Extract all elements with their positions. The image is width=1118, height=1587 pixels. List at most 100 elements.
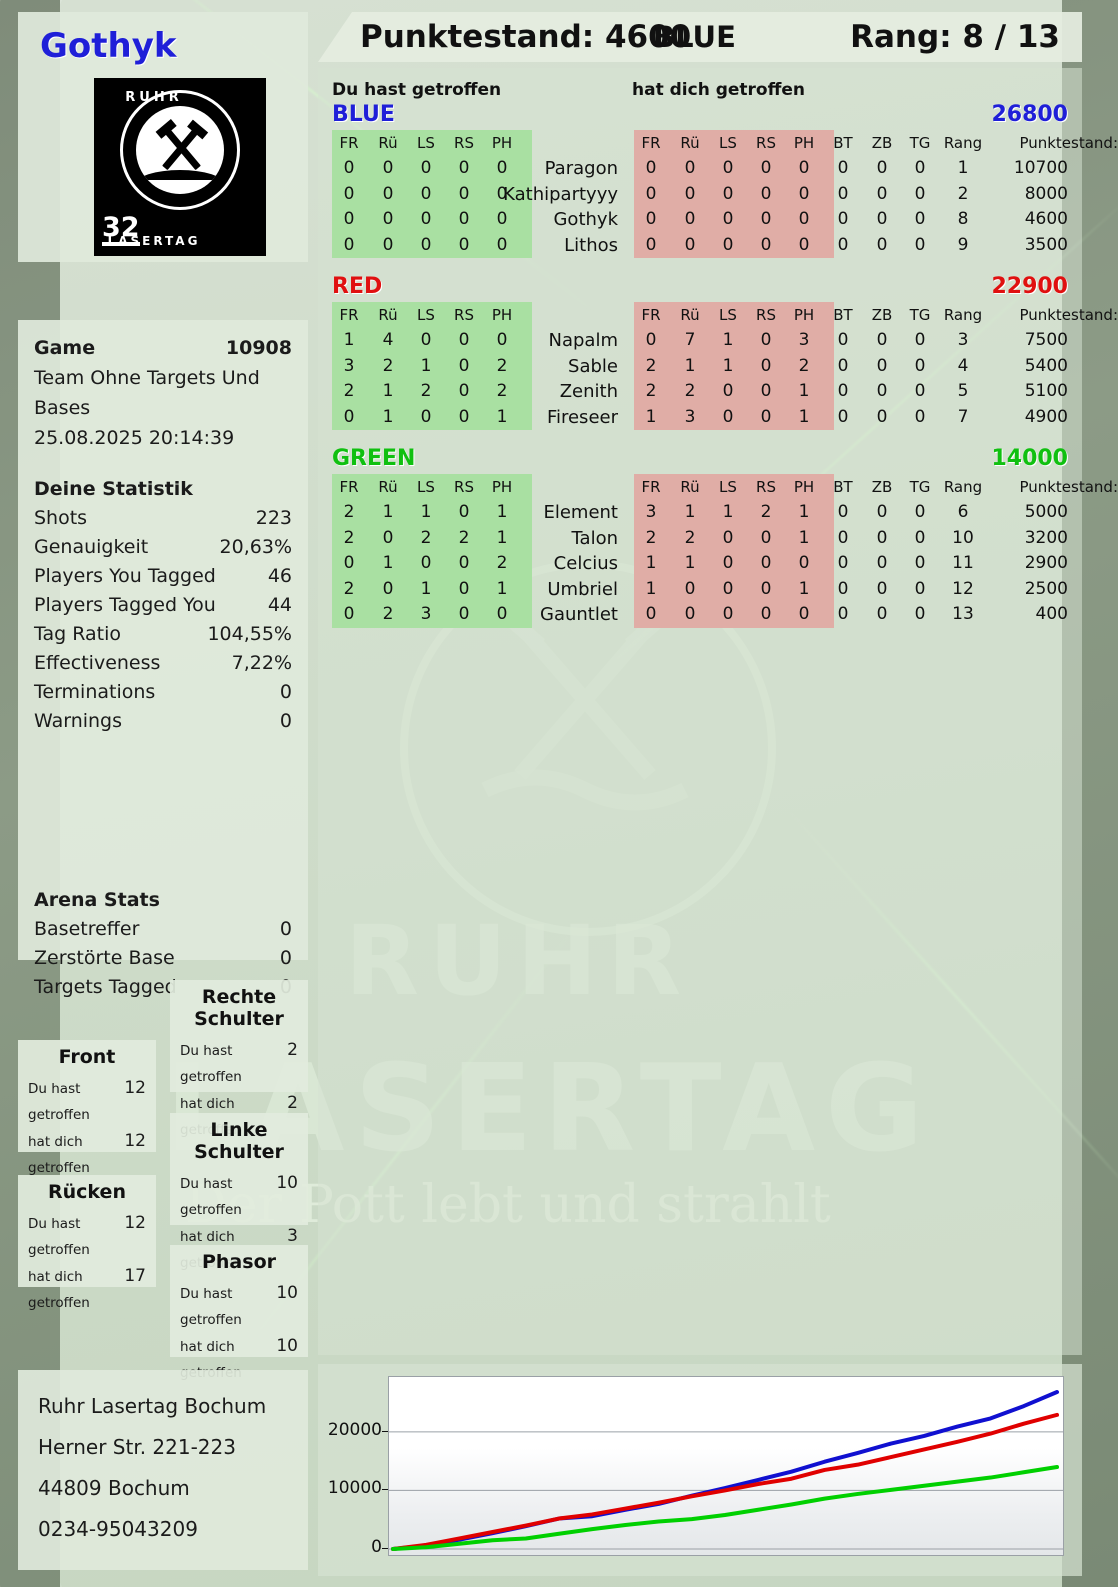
- stat-label: Genauigkeit: [34, 536, 149, 558]
- col-header: Rü: [680, 306, 700, 324]
- extra-cell: 0: [837, 381, 849, 401]
- hit-cell: 4: [382, 330, 394, 350]
- zone-hit-row: Du hast getroffen 12: [28, 1075, 146, 1128]
- hit-cell: 2: [420, 527, 432, 548]
- taken-cell: 0: [760, 158, 772, 178]
- hit-cell: 0: [458, 406, 470, 427]
- taken-cell: 0: [760, 578, 772, 599]
- score-cell: 2900: [1024, 553, 1068, 573]
- stat-row: Players Tagged You 44: [34, 591, 292, 620]
- hit-cell: 2: [343, 502, 355, 522]
- zone-title: Phasor: [201, 1251, 276, 1273]
- col-header: FR: [641, 306, 661, 324]
- taken-cell: 1: [645, 578, 657, 599]
- player-name-cell: Napalm: [548, 330, 619, 351]
- stat-label: Terminations: [34, 681, 156, 703]
- col-header: RS: [454, 478, 474, 496]
- col-header: Rü: [680, 478, 700, 496]
- score-cell: 2500: [1024, 578, 1068, 599]
- contact-line: Ruhr Lasertag Bochum: [38, 1394, 267, 1418]
- col-header: LS: [719, 478, 737, 496]
- zone-label: hat dich getroffen: [28, 1134, 90, 1176]
- stat-value: 20,63%: [219, 536, 292, 558]
- col-header: Rü: [378, 478, 398, 496]
- zone-title: Rechte Schulter: [194, 986, 284, 1030]
- stat-label: Zerstörte Base: [34, 947, 175, 969]
- zone-value: 12: [124, 1078, 146, 1098]
- game-row: Game 10908: [34, 334, 292, 363]
- hit-cell: 1: [496, 502, 508, 522]
- taken-cell: 0: [645, 330, 657, 350]
- contact-card: Ruhr Lasertag Bochum Herner Str. 221-223 4…: [18, 1370, 308, 1570]
- hit-cell: 0: [420, 209, 432, 229]
- chart-ytick-mark: [382, 1430, 388, 1432]
- player-name-cell: Fireseer: [546, 406, 618, 428]
- player-name-cell: Paragon: [544, 158, 618, 179]
- taken-cell: 3: [798, 330, 810, 350]
- avatar: RUHR LASERTAG 32: [94, 78, 266, 256]
- taken-cell: 3: [645, 502, 657, 522]
- hit-cell: 0: [343, 183, 355, 204]
- zone-value: 3: [287, 1226, 298, 1246]
- taken-cell: 0: [760, 406, 772, 427]
- contact-lines: Ruhr Lasertag Bochum Herner Str. 221-223 4…: [18, 1370, 308, 1566]
- col-header: LS: [417, 134, 435, 152]
- team-name: GREEN: [332, 446, 416, 471]
- extra-cell: 5: [957, 381, 969, 401]
- taken-cell: 0: [722, 604, 734, 624]
- zone-taken-row: hat dich getroffen 17: [28, 1263, 146, 1316]
- hit-cell: 2: [382, 604, 394, 624]
- extra-cell: 0: [837, 578, 849, 599]
- team-total: 26800: [991, 102, 1068, 127]
- taken-cell: 1: [684, 355, 696, 376]
- hit-cell: 0: [458, 234, 470, 255]
- col-header-score: Punktestand:: [1019, 134, 1118, 152]
- taken-cell: 0: [722, 578, 734, 599]
- extra-cell: 0: [914, 604, 926, 624]
- chart-ytick-label: 20000: [327, 1419, 382, 1440]
- extra-cell: 0: [876, 553, 888, 573]
- team-name: BLUE: [332, 102, 395, 127]
- taken-cell: 1: [722, 330, 734, 350]
- your-stats-title: Deine Statistik: [34, 478, 193, 500]
- col-header: ZB: [871, 134, 893, 152]
- hit-cell: 0: [458, 355, 470, 376]
- extra-cell: 0: [876, 183, 888, 204]
- zone-box: Linke Schulter Du hast getroffen 10 hat dic…: [170, 1113, 308, 1271]
- taken-cell: 7: [684, 330, 696, 350]
- taken-cell: 1: [798, 381, 810, 401]
- col-header: BT: [833, 478, 853, 496]
- col-header: RS: [454, 306, 474, 324]
- score-cell: 7500: [1024, 330, 1068, 350]
- extra-cell: 7: [957, 406, 969, 427]
- col-header: ZB: [871, 306, 893, 324]
- taken-cell: 0: [760, 527, 772, 548]
- stat-label: Players You Tagged: [34, 565, 216, 587]
- col-header: PH: [793, 306, 815, 324]
- player-name-cell: Lithos: [564, 234, 618, 256]
- zone-value: 10: [276, 1173, 298, 1193]
- col-header: Rang: [943, 134, 983, 152]
- extra-cell: 3: [957, 330, 969, 350]
- game-label: Game: [34, 337, 96, 359]
- hit-cell: 1: [496, 578, 508, 599]
- hit-cell: 2: [343, 527, 355, 548]
- taken-cell: 2: [684, 381, 696, 401]
- hit-cell: 0: [382, 183, 394, 204]
- hit-cell: 1: [420, 502, 432, 522]
- chart-ytick-mark: [382, 1489, 388, 1491]
- zone-value: 17: [124, 1266, 146, 1286]
- taken-cell: 2: [645, 355, 657, 376]
- hit-cell: 0: [343, 209, 355, 229]
- taken-cell: 0: [722, 158, 734, 178]
- col-header: PH: [793, 134, 815, 152]
- hit-cell: 1: [382, 406, 394, 427]
- hit-cell: 0: [343, 234, 355, 255]
- hit-cell: 2: [496, 355, 508, 376]
- stat-value: 0: [279, 681, 292, 703]
- hit-grid: [332, 474, 532, 628]
- extra-cell: 0: [837, 527, 849, 548]
- taken-cell: 0: [798, 209, 810, 229]
- stat-value: 7,22%: [231, 652, 292, 674]
- taken-cell: 0: [684, 209, 696, 229]
